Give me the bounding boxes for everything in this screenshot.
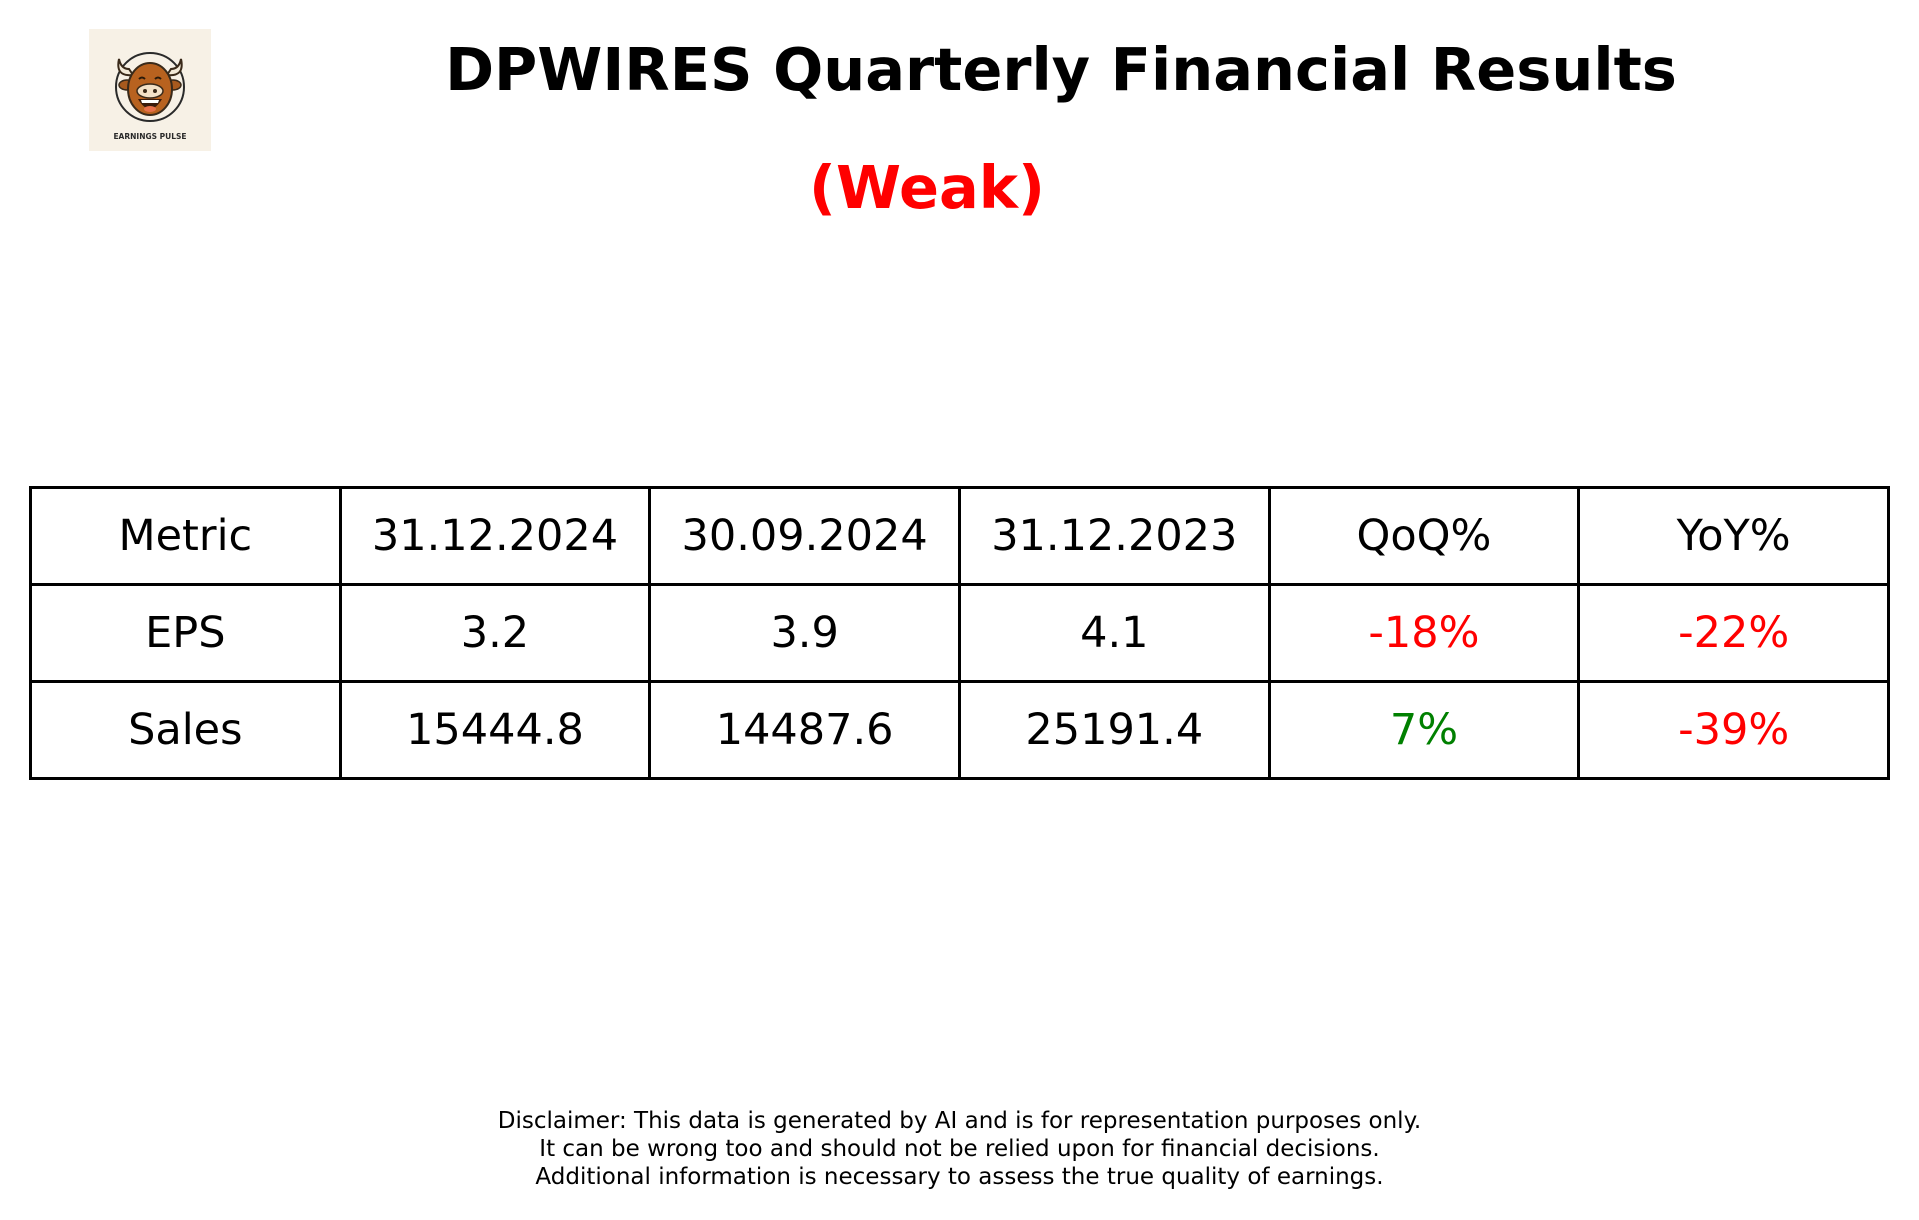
disclaimer: Disclaimer: This data is generated by AI… (0, 1107, 1919, 1191)
metric-cell: Sales (29, 680, 342, 780)
disclaimer-line: Additional information is necessary to a… (535, 1164, 1384, 1190)
metric-cell: EPS (29, 583, 342, 683)
value-cell: 3.9 (648, 583, 961, 683)
financial-results-table: Metric 31.12.2024 30.09.2024 31.12.2023 … (29, 486, 1890, 780)
yoy-cell: -22% (1577, 583, 1890, 683)
rating-label: (Weak) (809, 153, 1045, 222)
column-header: 31.12.2024 (338, 486, 652, 586)
table-header-row: Metric 31.12.2024 30.09.2024 31.12.2023 … (29, 486, 1890, 586)
value-cell: 14487.6 (648, 680, 961, 780)
earnings-pulse-logo: EARNINGS PULSE (89, 29, 211, 151)
qoq-cell: -18% (1267, 583, 1581, 683)
column-header: QoQ% (1267, 486, 1581, 586)
bull-mascot-icon: EARNINGS PULSE (89, 29, 211, 151)
qoq-cell: 7% (1267, 680, 1581, 780)
disclaimer-line: It can be wrong too and should not be re… (539, 1136, 1380, 1162)
yoy-cell: -39% (1577, 680, 1890, 780)
value-cell: 3.2 (338, 583, 652, 683)
value-cell: 25191.4 (957, 680, 1271, 780)
page-title: DPWIRES Quarterly Financial Results (445, 35, 1677, 104)
value-cell: 4.1 (957, 583, 1271, 683)
value-cell: 15444.8 (338, 680, 652, 780)
table-row: EPS 3.2 3.9 4.1 -18% -22% (29, 583, 1890, 683)
column-header: YoY% (1577, 486, 1890, 586)
column-header: Metric (29, 486, 342, 586)
table-row: Sales 15444.8 14487.6 25191.4 7% -39% (29, 680, 1890, 780)
column-header: 30.09.2024 (648, 486, 961, 586)
svg-text:EARNINGS PULSE: EARNINGS PULSE (113, 132, 186, 141)
column-header: 31.12.2023 (957, 486, 1271, 586)
disclaimer-line: Disclaimer: This data is generated by AI… (497, 1108, 1422, 1134)
